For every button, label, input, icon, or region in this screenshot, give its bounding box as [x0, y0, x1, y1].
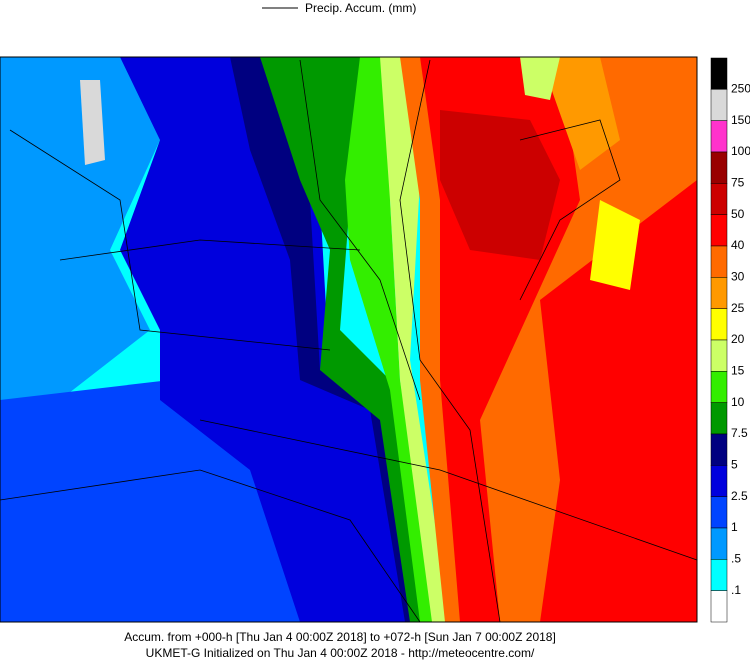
map-title: Precip. Accum. (mm) [305, 1, 416, 15]
color-swatch [710, 57, 728, 90]
footer-line: UKMET-G Initialized on Thu Jan 4 00:00Z … [146, 646, 535, 660]
color-swatch [710, 590, 728, 623]
legend-label: 250 [731, 82, 750, 96]
color-swatch [710, 308, 728, 341]
color-swatch [710, 559, 728, 591]
legend-label: 10 [731, 395, 745, 409]
color-swatch [710, 245, 728, 278]
color-swatch [710, 496, 728, 529]
legend-label: .5 [731, 552, 741, 566]
color-swatch [710, 151, 728, 184]
legend-label: 7.5 [731, 426, 748, 440]
legend-label: 150 [731, 113, 750, 127]
color-swatch [710, 402, 728, 435]
legend-label: 15 [731, 364, 745, 378]
legend-label: 100 [731, 144, 750, 158]
footer-line: Accum. from +000-h [Thu Jan 4 00:00Z 201… [124, 630, 556, 644]
color-swatch [710, 371, 728, 403]
color-swatch [710, 89, 728, 121]
legend-label: .1 [731, 583, 741, 597]
color-swatch [710, 277, 728, 309]
color-swatch [710, 120, 728, 153]
legend-label: 25 [731, 301, 745, 315]
color-swatch [710, 433, 728, 466]
legend-label: 20 [731, 332, 745, 346]
legend-label: 5 [731, 458, 738, 472]
color-swatch [710, 339, 728, 372]
legend-label: 40 [731, 238, 745, 252]
legend-label: 75 [731, 176, 745, 190]
color-swatch [710, 183, 728, 215]
legend-label: 2.5 [731, 489, 748, 503]
color-swatch [710, 527, 728, 560]
legend-label: 1 [731, 520, 738, 534]
color-swatch [710, 465, 728, 497]
color-swatch [710, 214, 728, 247]
legend-label: 30 [731, 270, 745, 284]
map [0, 57, 698, 623]
legend-label: 50 [731, 207, 745, 221]
